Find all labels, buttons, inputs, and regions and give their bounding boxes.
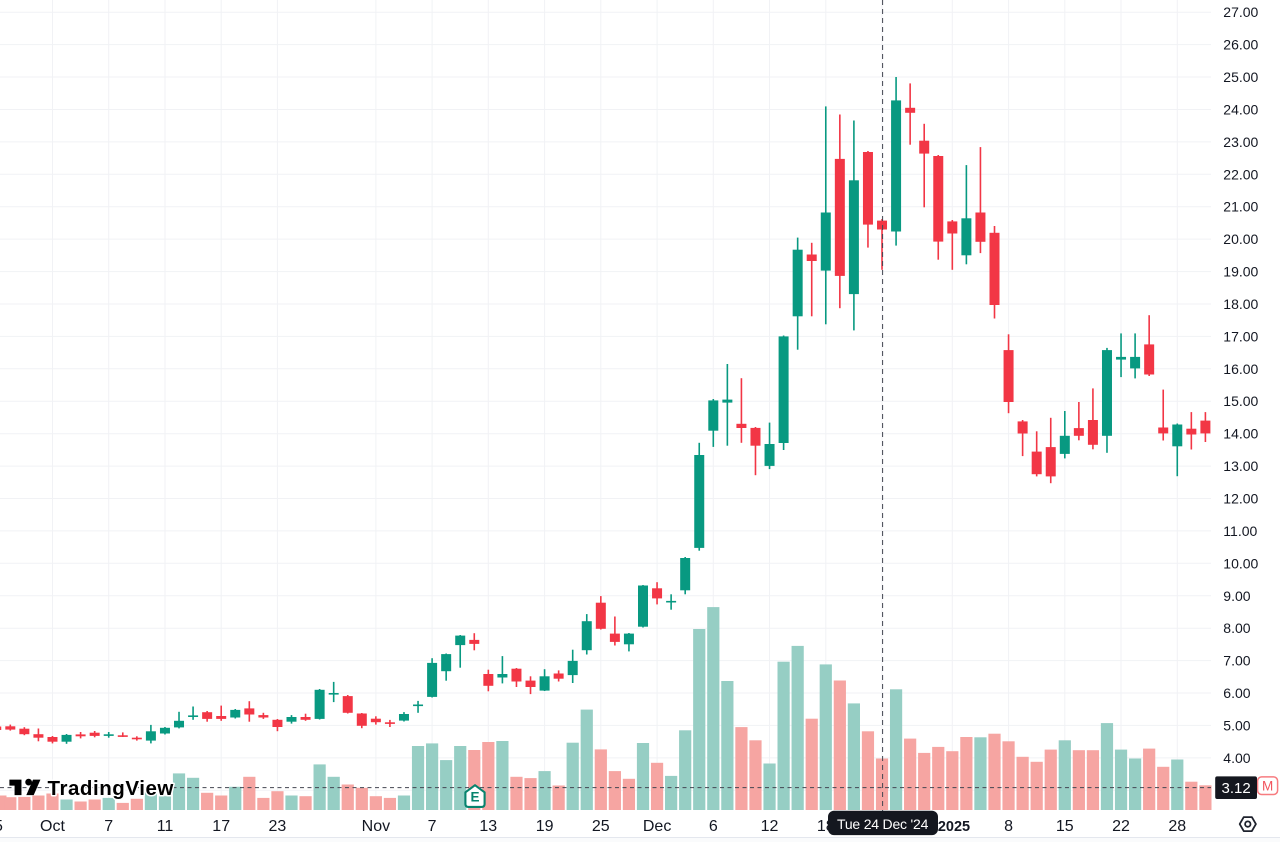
- svg-text:11: 11: [157, 818, 174, 835]
- svg-text:17.00: 17.00: [1223, 328, 1258, 344]
- svg-text:11.00: 11.00: [1223, 523, 1257, 539]
- svg-text:19.00: 19.00: [1223, 264, 1258, 280]
- svg-text:14.00: 14.00: [1223, 426, 1258, 442]
- svg-text:9.00: 9.00: [1223, 588, 1250, 604]
- svg-text:15: 15: [1056, 818, 1074, 835]
- svg-text:12.00: 12.00: [1223, 491, 1258, 507]
- svg-text:23: 23: [269, 818, 287, 835]
- svg-text:E: E: [470, 790, 479, 805]
- svg-text:Dec: Dec: [643, 818, 671, 835]
- svg-text:10.00: 10.00: [1223, 555, 1258, 571]
- svg-text:27.00: 27.00: [1223, 4, 1258, 20]
- svg-text:21.00: 21.00: [1223, 199, 1258, 215]
- svg-text:22: 22: [1112, 818, 1130, 835]
- svg-text:28: 28: [1168, 818, 1186, 835]
- svg-text:5: 5: [0, 818, 3, 835]
- svg-text:13: 13: [479, 818, 497, 835]
- svg-text:25: 25: [592, 818, 610, 835]
- svg-text:6.00: 6.00: [1223, 685, 1250, 701]
- svg-text:19: 19: [536, 818, 554, 835]
- svg-text:24.00: 24.00: [1223, 102, 1258, 118]
- svg-text:23.00: 23.00: [1223, 134, 1258, 150]
- svg-text:Oct: Oct: [40, 818, 65, 835]
- svg-text:8.00: 8.00: [1223, 620, 1250, 636]
- svg-text:4.00: 4.00: [1223, 750, 1250, 766]
- svg-text:17: 17: [212, 818, 230, 835]
- svg-text:Tue 24 Dec '24: Tue 24 Dec '24: [837, 816, 929, 832]
- svg-text:26.00: 26.00: [1223, 37, 1258, 53]
- svg-text:8: 8: [1004, 818, 1013, 835]
- svg-text:TradingView: TradingView: [48, 777, 174, 800]
- svg-text:3.12: 3.12: [1221, 780, 1250, 797]
- svg-text:18.00: 18.00: [1223, 296, 1258, 312]
- svg-text:7: 7: [104, 818, 113, 835]
- svg-text:20.00: 20.00: [1223, 231, 1258, 247]
- svg-text:5.00: 5.00: [1223, 717, 1250, 733]
- svg-text:16.00: 16.00: [1223, 361, 1258, 377]
- svg-text:6: 6: [709, 818, 718, 835]
- svg-text:Nov: Nov: [362, 818, 390, 835]
- svg-text:25.00: 25.00: [1223, 69, 1258, 85]
- svg-text:7.00: 7.00: [1223, 653, 1250, 669]
- svg-text:13.00: 13.00: [1223, 458, 1258, 474]
- svg-text:M: M: [1262, 778, 1273, 793]
- svg-text:2025: 2025: [938, 819, 970, 835]
- svg-text:7: 7: [428, 818, 437, 835]
- svg-text:12: 12: [761, 818, 779, 835]
- svg-text:15.00: 15.00: [1223, 393, 1258, 409]
- svg-text:22.00: 22.00: [1223, 166, 1258, 182]
